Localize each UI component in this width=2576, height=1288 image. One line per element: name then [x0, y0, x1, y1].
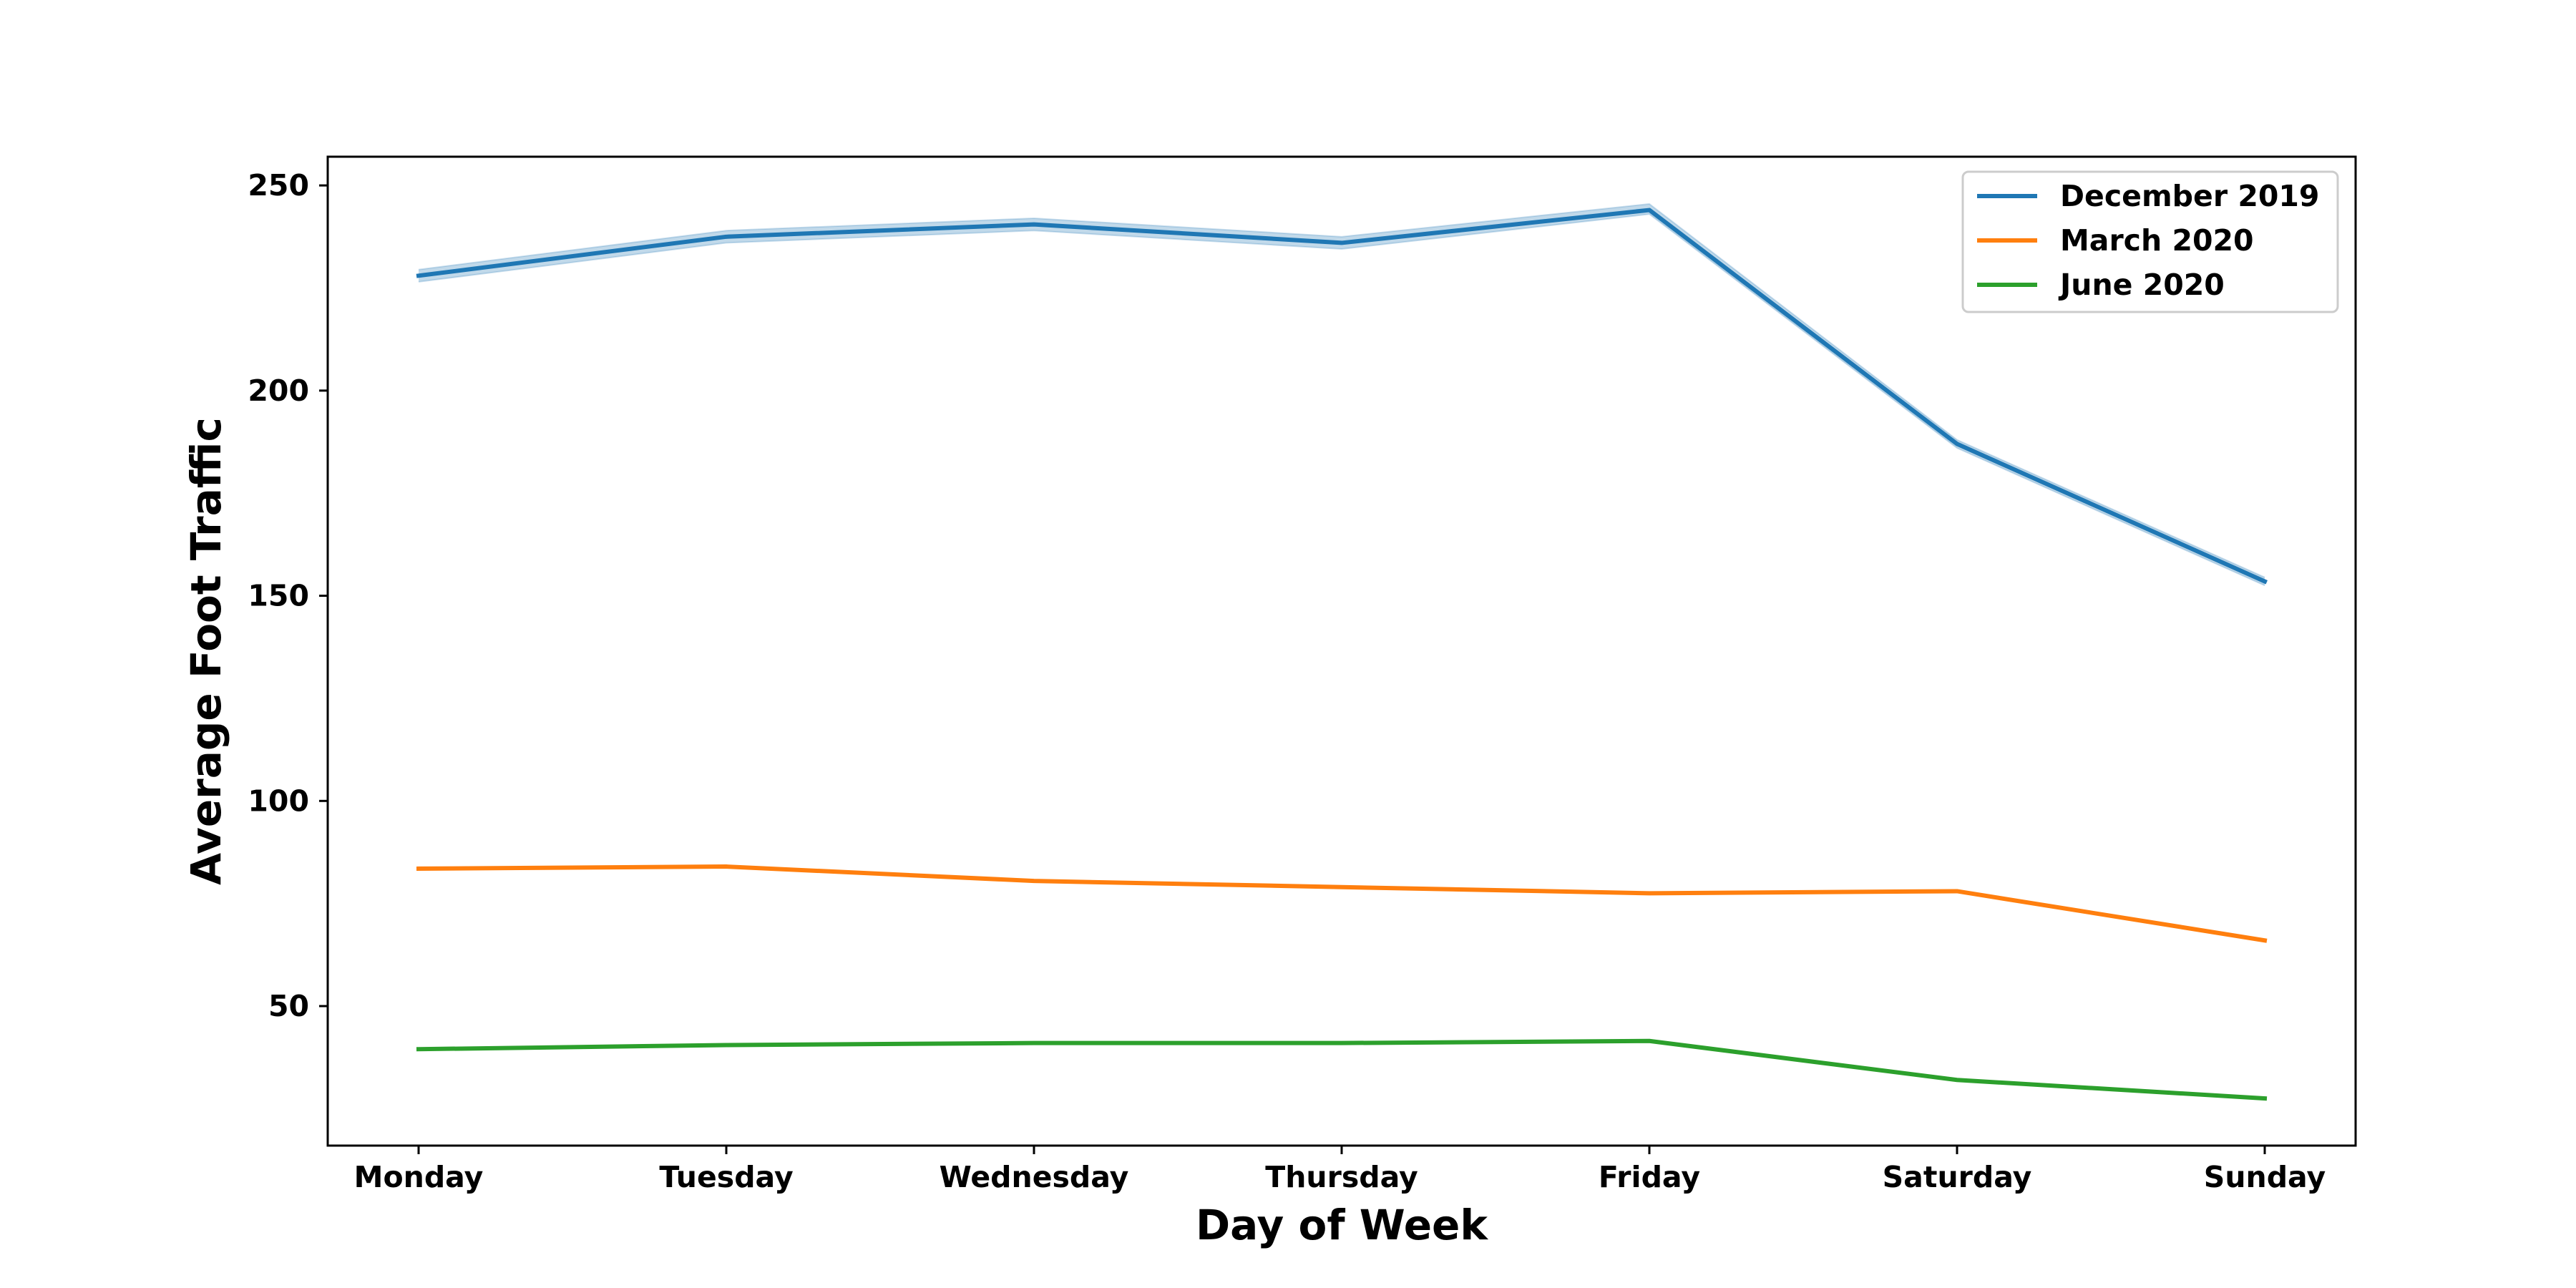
- legend-label-june-2020: June 2020: [2058, 268, 2225, 302]
- y-tick-label-150: 150: [248, 579, 309, 613]
- plot-area: [416, 203, 2268, 1101]
- legend-label-december-2019: December 2019: [2060, 179, 2319, 213]
- x-tick-label-friday: Friday: [1599, 1160, 1700, 1194]
- x-tick-label-sunday: Sunday: [2204, 1160, 2326, 1194]
- legend-frame: [1961, 170, 2339, 313]
- y-axis-title: Average Foot Traffic: [182, 417, 230, 885]
- series-band-edge-lower-december-2019: [418, 213, 2265, 587]
- x-axis-title: Day of Week: [1196, 1201, 1488, 1249]
- x-tick-label-wednesday: Wednesday: [940, 1160, 1129, 1194]
- y-tick-label-50: 50: [268, 989, 309, 1023]
- y-tick-label-250: 250: [248, 168, 309, 203]
- x-tick-label-thursday: Thursday: [1265, 1160, 1418, 1194]
- legend-label-march-2020: March 2020: [2060, 223, 2254, 258]
- y-tick-label-200: 200: [248, 374, 309, 408]
- x-tick-label-tuesday: Tuesday: [659, 1160, 793, 1194]
- x-tick-label-saturday: Saturday: [1883, 1160, 2032, 1194]
- legend: December 2019 March 2020 June 2020: [1961, 170, 2339, 313]
- series-band-edge-upper-december-2019: [418, 203, 2265, 578]
- axes: Monday Tuesday Wednesday Thursday Friday Satu…: [248, 155, 2357, 1194]
- y-tick-label-100: 100: [248, 784, 309, 818]
- x-tick-label-monday: Monday: [354, 1160, 484, 1194]
